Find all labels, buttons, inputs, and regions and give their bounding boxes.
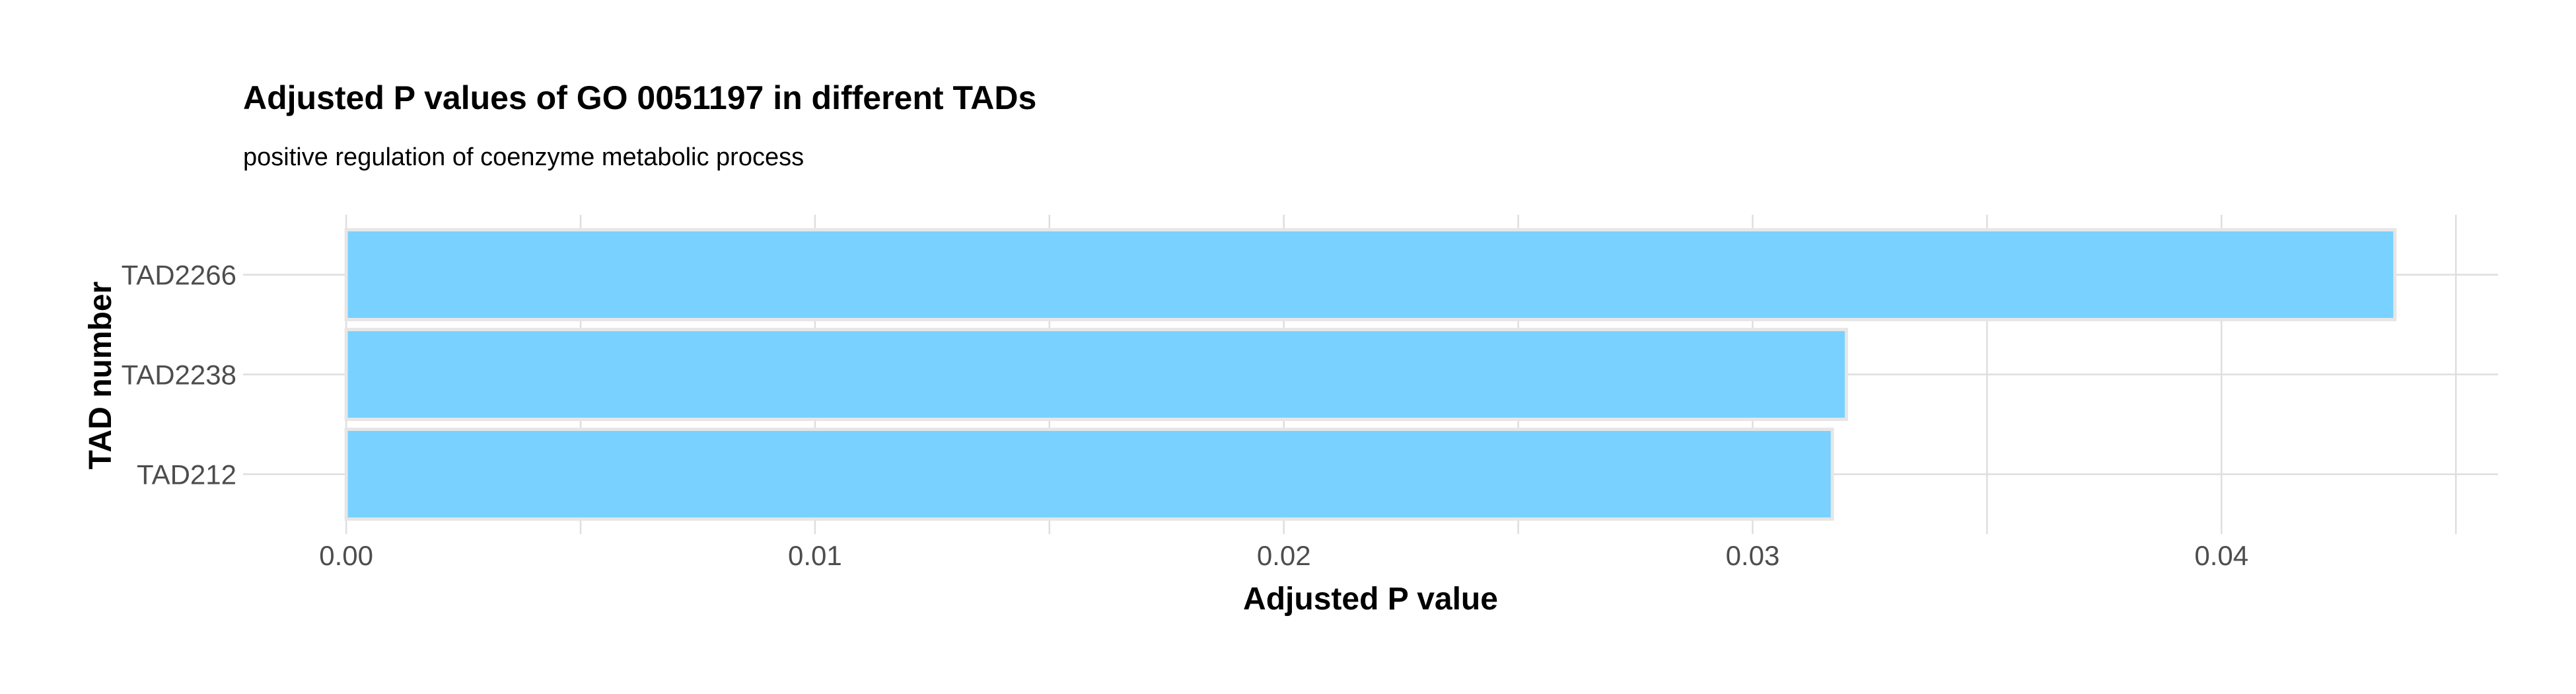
bar-tad2266 [344, 228, 2397, 321]
x-tick-label: 0.03 [1726, 540, 1780, 571]
x-tick-label: 0.04 [2194, 540, 2248, 571]
y-tick-label: TAD2266 [122, 260, 236, 291]
x-tick-label: 0.02 [1257, 540, 1311, 571]
x-tick-label: 0.00 [319, 540, 373, 571]
y-axis-title: TAD number [83, 282, 118, 469]
chart-subtitle: positive regulation of coenzyme metaboli… [243, 143, 804, 171]
chart-title: Adjusted P values of GO 0051197 in diffe… [243, 79, 1036, 116]
x-tick-labels: 0.00 0.01 0.02 0.03 0.04 [319, 540, 2248, 571]
x-tick-label: 0.01 [788, 540, 842, 571]
x-axis-title: Adjusted P value [1243, 582, 1498, 617]
bar-tad2238 [344, 328, 1848, 421]
y-tick-label: TAD212 [137, 459, 236, 490]
y-tick-label: TAD2238 [122, 360, 236, 391]
bar-tad212 [344, 428, 1834, 521]
y-tick-labels: TAD2266 TAD2238 TAD212 [122, 260, 236, 490]
bars [344, 228, 2397, 521]
